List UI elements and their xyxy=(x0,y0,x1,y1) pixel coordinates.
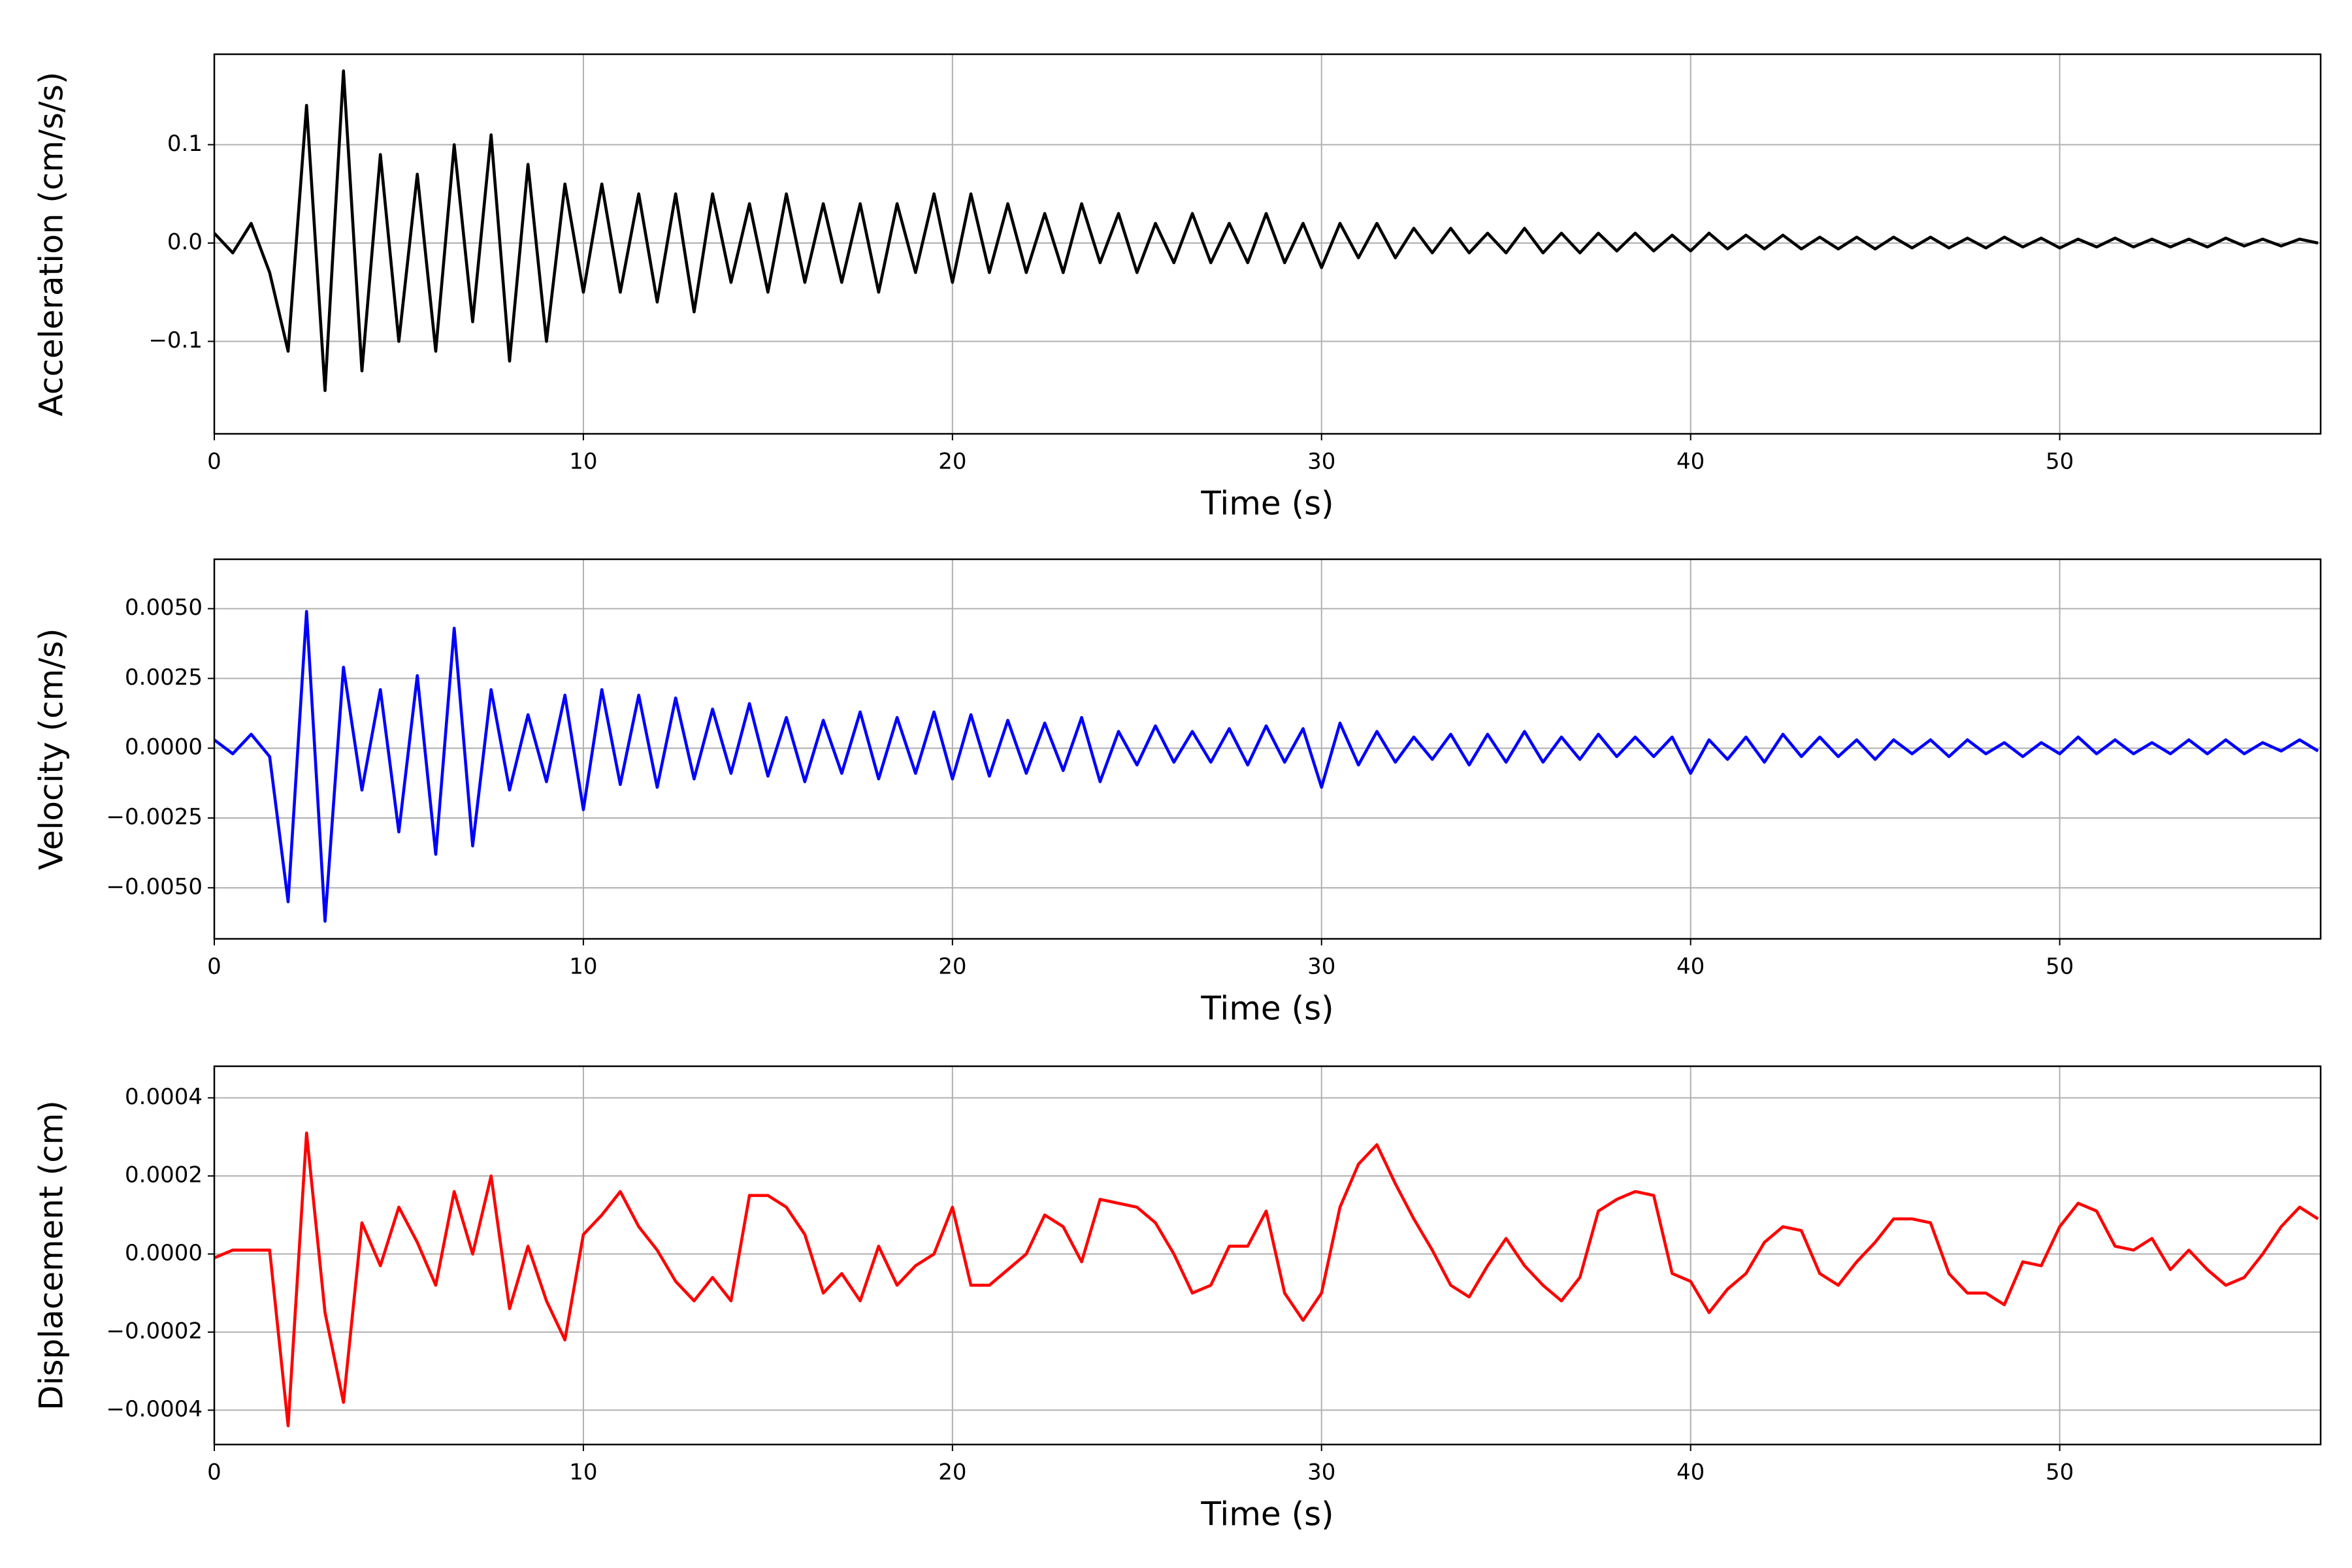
x-tick-label: 0 xyxy=(207,449,221,475)
y-axis-label: Acceleration (cm/s/s) xyxy=(33,72,71,417)
data-line xyxy=(214,69,2319,393)
x-axis-label: Time (s) xyxy=(1200,485,1333,523)
x-axis-label: Time (s) xyxy=(1200,990,1333,1028)
x-tick-label: 40 xyxy=(1676,1460,1705,1486)
y-axis-label: Displacement (cm) xyxy=(33,1100,71,1411)
x-tick-label: 20 xyxy=(938,449,966,475)
x-tick-label: 50 xyxy=(2046,1460,2074,1486)
x-tick-label: 40 xyxy=(1676,449,1705,475)
x-tick-label: 40 xyxy=(1676,954,1705,980)
x-tick-label: 20 xyxy=(938,1460,966,1486)
y-tick-label: 0.0025 xyxy=(125,664,203,691)
y-tick-label: −0.0050 xyxy=(106,874,203,900)
x-tick-label: 0 xyxy=(207,1460,221,1486)
y-tick-label: 0.0 xyxy=(167,229,203,255)
y-tick-label: 0.0000 xyxy=(125,1240,203,1266)
data-line xyxy=(214,610,2319,923)
y-tick-label: 0.0004 xyxy=(125,1084,203,1110)
y-tick-label: −0.1 xyxy=(148,327,203,353)
y-tick-label: 0.0002 xyxy=(125,1162,203,1188)
y-axis-label: Velocity (cm/s) xyxy=(33,628,71,870)
x-tick-label: 30 xyxy=(1307,954,1335,980)
x-tick-label: 20 xyxy=(938,954,966,980)
x-tick-label: 50 xyxy=(2046,954,2074,980)
y-tick-label: 0.0050 xyxy=(125,595,203,621)
axes-frame xyxy=(213,1065,2322,1446)
y-tick-label: 0.1 xyxy=(167,131,203,157)
x-tick-label: 50 xyxy=(2046,449,2074,475)
axes-frame xyxy=(213,53,2322,435)
data-line xyxy=(214,1131,2319,1428)
x-tick-label: 10 xyxy=(569,954,597,980)
x-tick-label: 30 xyxy=(1307,449,1335,475)
y-tick-label: 0.0000 xyxy=(125,734,203,760)
y-tick-label: −0.0002 xyxy=(106,1318,203,1344)
x-tick-label: 10 xyxy=(569,1460,597,1486)
x-axis-label: Time (s) xyxy=(1200,1495,1333,1533)
y-tick-label: −0.0025 xyxy=(106,804,203,830)
x-tick-label: 0 xyxy=(207,954,221,980)
x-tick-label: 30 xyxy=(1307,1460,1335,1486)
x-tick-label: 10 xyxy=(569,449,597,475)
y-tick-label: −0.0004 xyxy=(106,1396,203,1422)
axes-frame xyxy=(213,558,2322,940)
